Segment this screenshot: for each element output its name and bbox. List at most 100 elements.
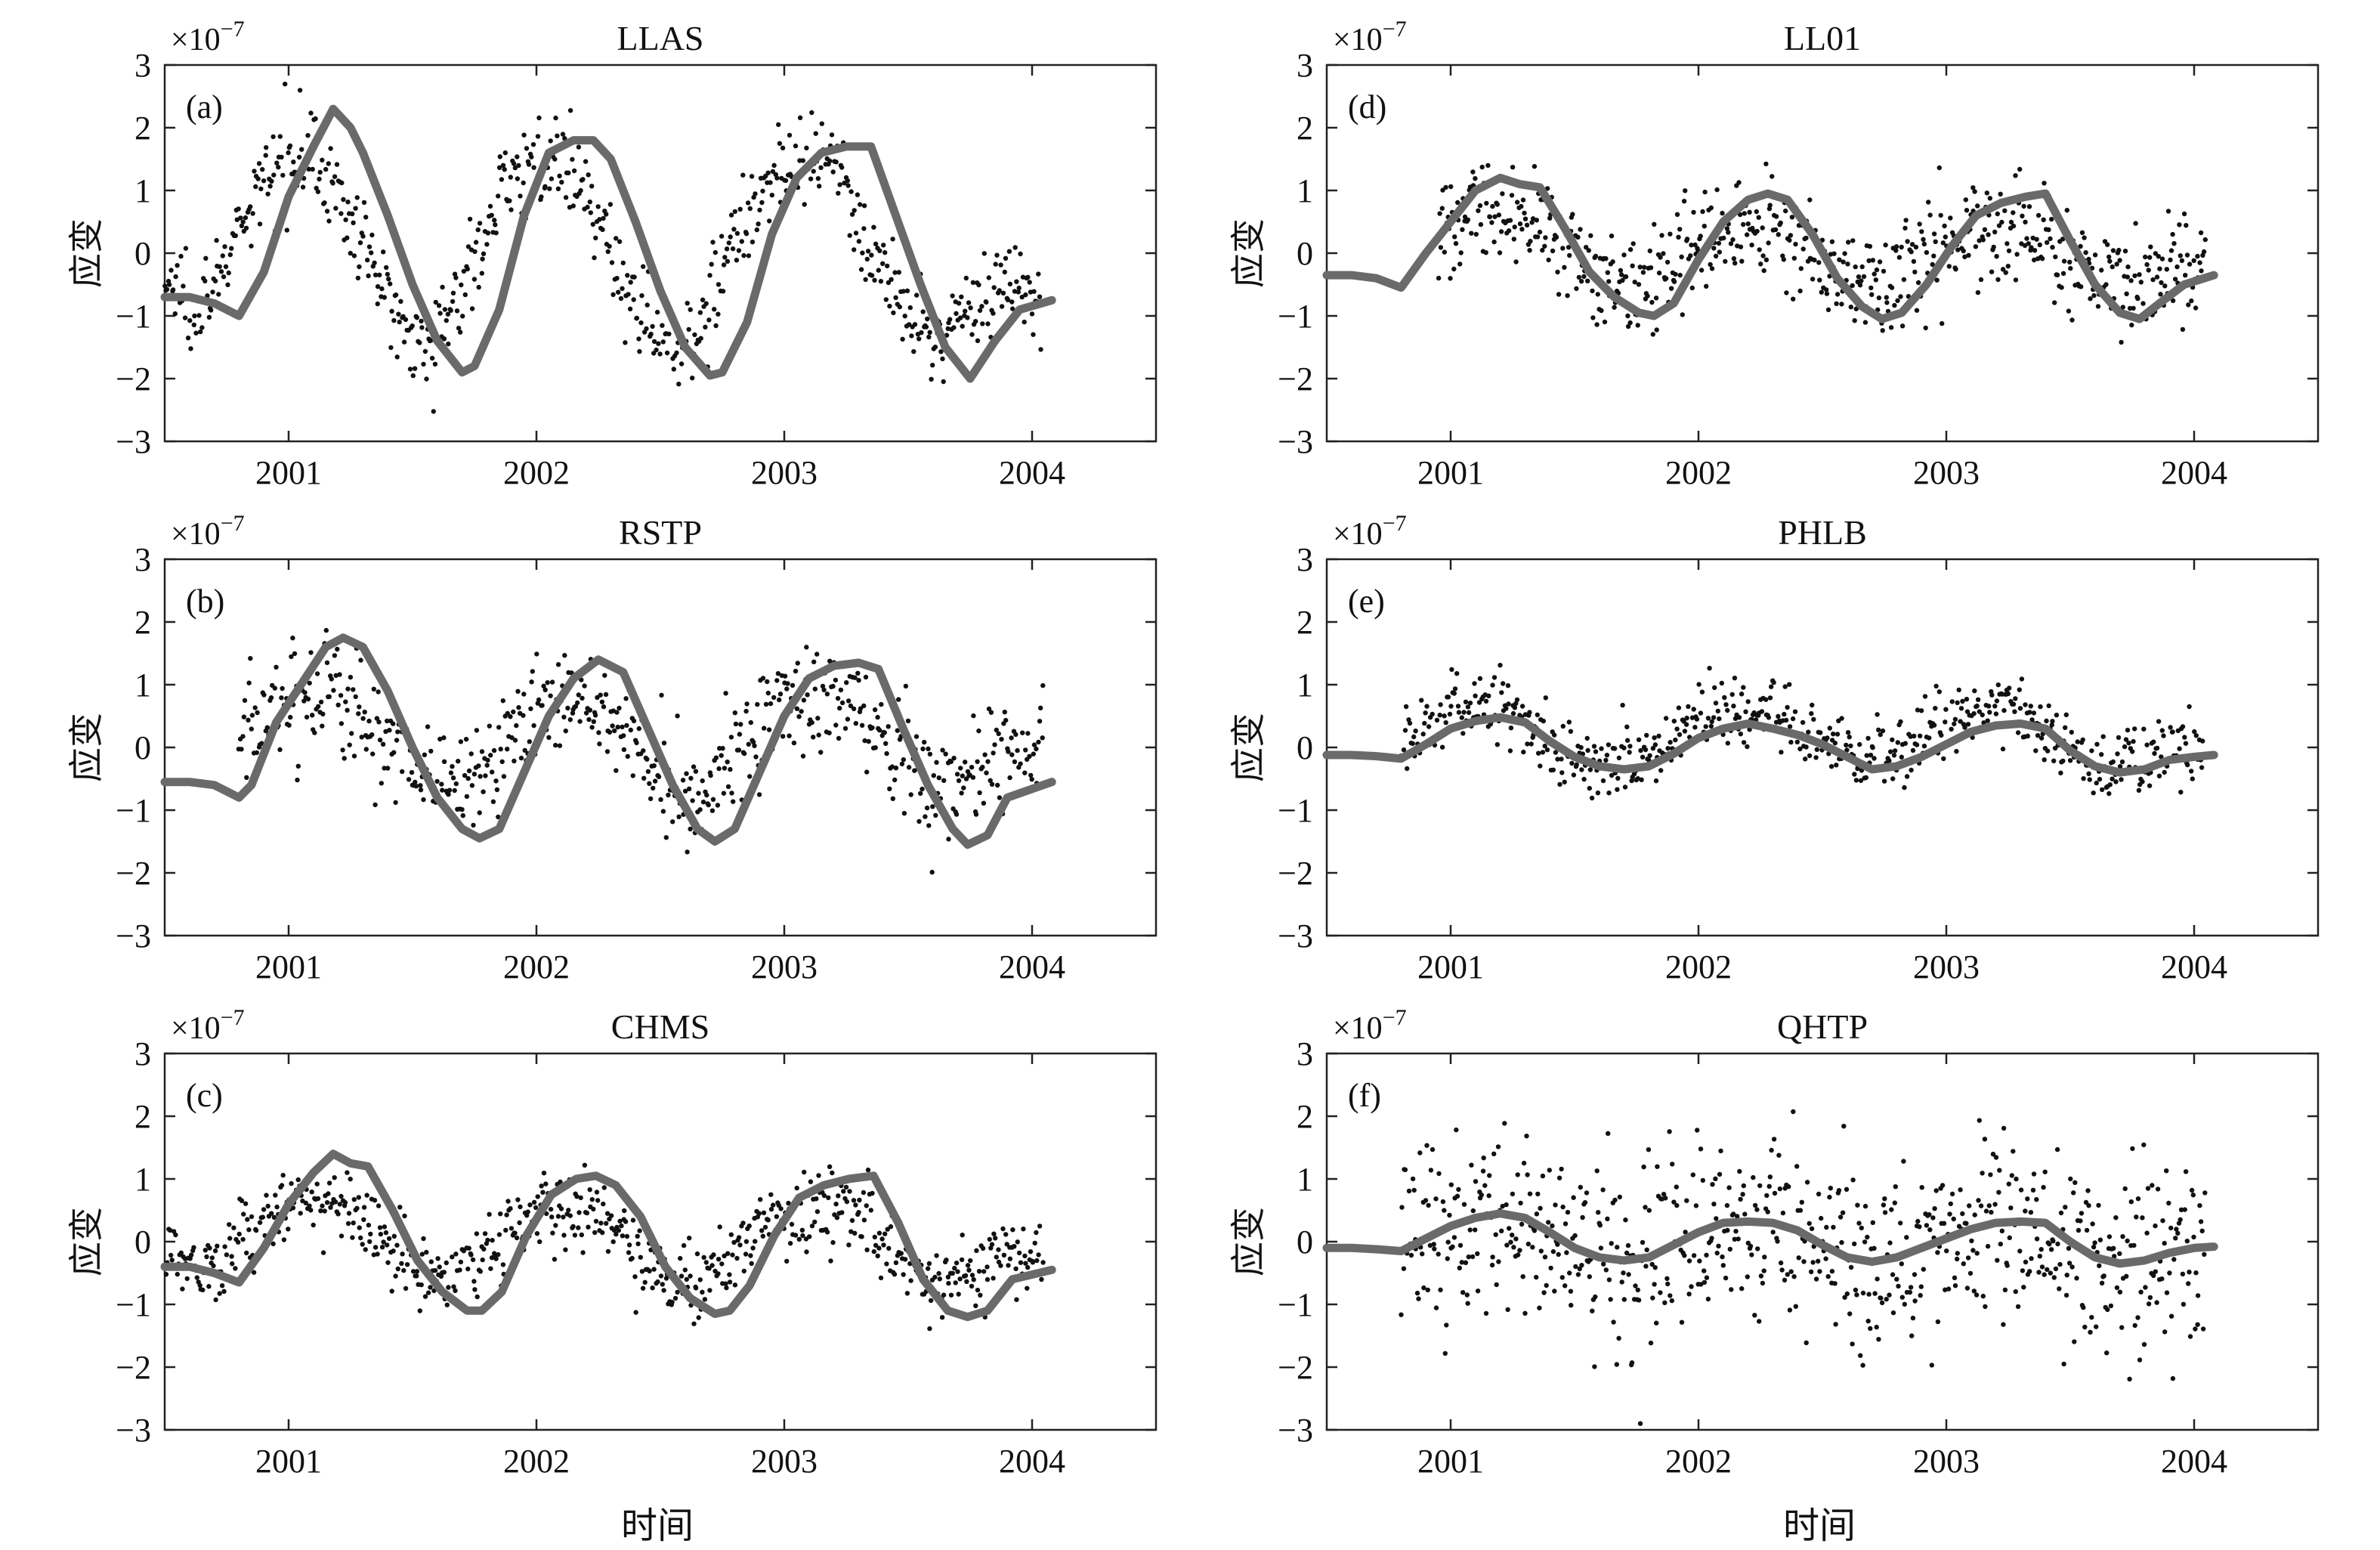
data-point [555, 133, 560, 138]
x-tick-label: 2003 [751, 948, 818, 985]
data-point [893, 766, 899, 771]
data-point [974, 1248, 979, 1254]
data-point [729, 790, 734, 796]
data-point [2195, 1293, 2201, 1298]
data-point [1527, 248, 1532, 253]
data-point [916, 336, 922, 342]
data-point [1626, 1272, 1631, 1277]
data-point [1793, 241, 1798, 247]
data-point [1889, 285, 1895, 290]
data-point [258, 186, 264, 192]
data-point [1525, 741, 1530, 747]
data-point [1442, 1208, 1447, 1213]
data-point [472, 1287, 478, 1292]
data-point [1511, 1245, 1516, 1250]
data-point [2082, 1324, 2088, 1330]
data-point [997, 288, 1003, 293]
data-point [1465, 704, 1471, 710]
data-point [593, 1218, 599, 1224]
data-point [1834, 732, 1841, 737]
data-point [1780, 1210, 1786, 1216]
data-point [924, 805, 930, 811]
data-point [1784, 290, 1789, 295]
data-point [1454, 1127, 1459, 1133]
data-point [2007, 1235, 2012, 1241]
data-point [704, 792, 709, 798]
data-point [976, 728, 981, 734]
data-point [1679, 254, 1684, 260]
data-point [876, 268, 882, 273]
data-point [1787, 237, 1792, 243]
data-point [1782, 711, 1787, 717]
data-point [1573, 1264, 1578, 1270]
data-point [425, 724, 431, 729]
data-point [1597, 1223, 1603, 1228]
data-point [226, 270, 231, 276]
data-point [1550, 1223, 1555, 1229]
data-point [979, 304, 984, 309]
data-point [833, 722, 839, 728]
data-point [1646, 1147, 1652, 1152]
data-point [1559, 1166, 1564, 1172]
data-point [1025, 731, 1031, 736]
data-point [2186, 1281, 2191, 1286]
data-point [1719, 680, 1724, 686]
data-point [706, 802, 711, 808]
data-point [1876, 727, 1881, 732]
data-point [1829, 239, 1835, 244]
data-point [1483, 698, 1489, 704]
data-point [1782, 1277, 1788, 1283]
data-point [873, 745, 878, 750]
data-point [1447, 1212, 1452, 1218]
data-point [889, 764, 895, 769]
data-point [720, 746, 725, 751]
data-point [2181, 1301, 2187, 1307]
data-point [973, 812, 979, 817]
data-point [1946, 264, 1952, 269]
data-point [845, 716, 851, 722]
data-point [533, 1205, 539, 1211]
data-point [323, 166, 329, 172]
data-point [1661, 1192, 1667, 1197]
data-point [1593, 253, 1599, 259]
data-point [607, 729, 613, 735]
data-point [572, 1233, 578, 1238]
data-point [1986, 704, 1992, 709]
data-point [261, 1207, 267, 1212]
data-point [1466, 710, 1472, 716]
data-point [462, 772, 468, 778]
data-point [1483, 250, 1488, 255]
data-point [566, 1208, 571, 1213]
data-point [634, 740, 639, 746]
data-point [280, 685, 285, 691]
data-point [2097, 776, 2103, 782]
data-point [827, 1164, 833, 1170]
data-point [446, 792, 451, 797]
data-point [1505, 1307, 1510, 1313]
data-point [1557, 781, 1562, 787]
y-tick-label: 2 [134, 110, 151, 147]
data-point [619, 1223, 624, 1229]
data-point [771, 1202, 776, 1208]
data-point [2141, 1142, 2147, 1148]
y-tick-label: 3 [1297, 47, 1313, 84]
data-point [875, 714, 880, 720]
data-point [855, 670, 861, 676]
data-point [845, 183, 851, 188]
scale-factor-label: ×10−7 [1333, 1005, 1407, 1046]
data-point [706, 1266, 712, 1271]
data-point [1791, 1274, 1797, 1279]
data-point [800, 753, 806, 759]
data-point [1671, 279, 1677, 284]
data-point [830, 169, 836, 175]
data-point [1865, 735, 1871, 741]
data-point [168, 268, 174, 273]
data-point [1776, 713, 1781, 719]
data-point [872, 277, 877, 283]
data-point [1905, 239, 1910, 244]
data-point [580, 695, 585, 701]
data-point [332, 1199, 338, 1205]
data-point [399, 1261, 404, 1267]
data-point [184, 1276, 190, 1282]
data-point [2083, 1199, 2089, 1205]
